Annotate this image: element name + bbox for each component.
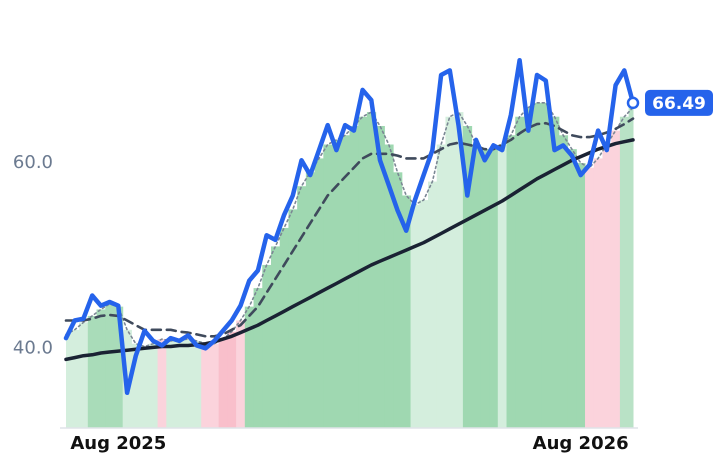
y-tick-label: 60.0: [13, 152, 53, 173]
fill-column: [305, 172, 316, 428]
average-line: [65, 102, 634, 348]
fill-column: [515, 116, 525, 429]
fill-column: [70, 329, 80, 428]
fill-column: [602, 144, 612, 429]
value-badge: [645, 89, 713, 116]
fill-column: [541, 102, 551, 428]
fill-column: [349, 125, 359, 429]
fill-column: [462, 125, 473, 429]
line-layer: [63, 57, 636, 396]
fill-column: [532, 102, 542, 428]
fill-column: [96, 309, 106, 428]
average-line: [64, 117, 635, 338]
fill-column: [183, 339, 193, 428]
fill-column: [192, 340, 202, 428]
fill-column: [497, 144, 508, 429]
x-tick-label: Aug 2025: [70, 433, 166, 454]
fill-column: [523, 107, 534, 429]
fill-column: [558, 135, 569, 428]
last-point: [626, 96, 640, 110]
fill-column: [157, 339, 167, 428]
fill-column: [585, 167, 595, 428]
fill-column: [410, 204, 420, 428]
fill-column: [506, 135, 516, 428]
fill-column: [628, 107, 634, 429]
fill-column: [428, 181, 438, 428]
fill-column: [375, 125, 385, 429]
fill-column: [113, 306, 124, 428]
x-tick-label: Aug 2026: [533, 433, 629, 454]
fill-column: [384, 144, 394, 429]
y-tick-label: 40.0: [13, 337, 53, 358]
fill-column: [66, 334, 71, 428]
fill-column: [209, 343, 220, 428]
fill-column: [619, 116, 630, 429]
fill-column: [480, 149, 490, 428]
fill-layer: [66, 102, 634, 429]
fill-column: [454, 112, 464, 428]
fill-column: [436, 144, 446, 429]
fill-column: [593, 158, 603, 428]
fill-column: [79, 322, 89, 428]
fill-column: [270, 246, 281, 428]
fill-column: [253, 288, 263, 428]
fill-column: [445, 116, 455, 429]
fill-column: [288, 209, 298, 428]
fill-column: [297, 186, 307, 428]
fill-column: [87, 315, 98, 428]
fill-column: [279, 227, 289, 428]
fill-column: [166, 340, 176, 428]
fill-column: [140, 346, 150, 428]
fill-column: [567, 149, 577, 428]
fill-column: [218, 339, 228, 428]
fill-column: [148, 343, 159, 428]
fill-column: [489, 149, 499, 428]
fill-column: [550, 116, 560, 429]
fill-column: [471, 144, 481, 429]
fill-column: [236, 320, 246, 428]
fill-column: [576, 163, 586, 429]
fill-column: [105, 303, 115, 428]
fill-column: [366, 112, 377, 428]
fill-column: [201, 343, 211, 428]
fill-column: [340, 135, 350, 428]
last-value-label: 66.49: [652, 94, 706, 114]
fill-column: [244, 306, 255, 428]
fill-column: [262, 264, 272, 428]
fill-column: [227, 331, 237, 428]
fill-column: [419, 200, 429, 428]
fill-column: [393, 172, 403, 428]
price-line: [63, 57, 636, 396]
fill-column: [131, 343, 141, 428]
fill-column: [175, 339, 185, 428]
fill-column: [358, 116, 368, 429]
fill-column: [611, 130, 621, 428]
fill-column: [401, 195, 412, 428]
